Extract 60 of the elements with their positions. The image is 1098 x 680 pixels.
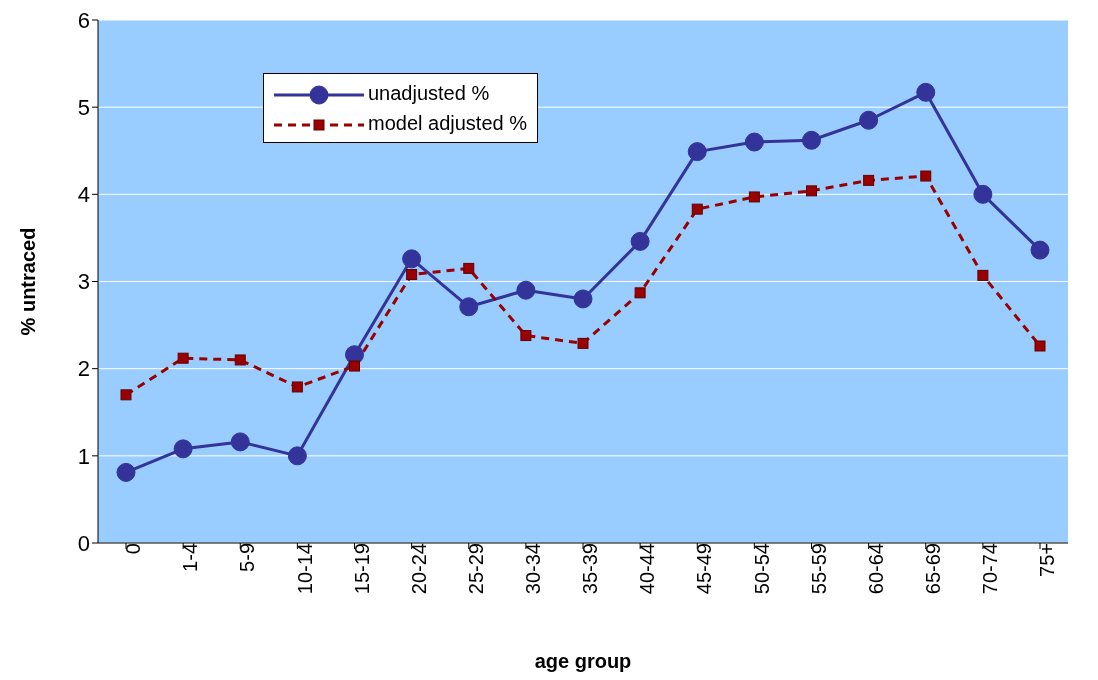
point [859, 110, 879, 130]
point [977, 269, 989, 281]
x-tick-label: 1-4 [179, 543, 202, 572]
x-tick-label: 10-14 [293, 543, 316, 595]
x-tick-label: 45-49 [693, 543, 716, 595]
point [916, 82, 936, 102]
point [973, 184, 993, 204]
point [630, 231, 650, 251]
point [691, 203, 703, 215]
y-tick-label: 6 [77, 7, 90, 33]
x-tick-label: 5-9 [236, 543, 259, 572]
point [577, 337, 589, 349]
point [230, 432, 250, 452]
point [573, 289, 593, 309]
x-tick-label: 0 [122, 543, 145, 555]
x-tick-label: 75+ [1036, 543, 1059, 577]
x-tick-label: 60-64 [864, 543, 887, 595]
point [177, 352, 189, 364]
legend-label: unadjusted % [367, 81, 491, 106]
point [1030, 240, 1050, 260]
point [463, 262, 475, 274]
legend-label: model adjusted % [367, 111, 527, 136]
y-axis-title: % untraced [17, 227, 40, 336]
x-tick-label: 15-19 [350, 543, 373, 595]
point [802, 130, 821, 150]
point [744, 132, 764, 152]
point [116, 462, 136, 482]
x-axis-title: age group [534, 650, 632, 672]
x-tick-label: 40-44 [636, 543, 659, 595]
y-tick-label: 5 [77, 94, 90, 120]
point [406, 269, 418, 281]
y-tick-label: 1 [77, 443, 90, 469]
point [687, 142, 707, 162]
y-tick-label: 4 [77, 182, 90, 208]
x-tick-label: 30-34 [522, 543, 545, 595]
point [120, 389, 132, 401]
y-tick-label: 3 [77, 269, 90, 295]
point [349, 360, 360, 372]
x-tick-label: 20-24 [407, 543, 430, 595]
point [920, 170, 932, 182]
point [173, 439, 193, 459]
x-tick-label: 70-74 [979, 543, 1002, 595]
point [1034, 340, 1046, 352]
point [291, 381, 303, 393]
x-tick-label: 50-54 [750, 543, 773, 595]
x-tick-label: 65-69 [921, 543, 944, 595]
point [287, 446, 307, 466]
x-tick-label: 25-29 [464, 543, 487, 595]
point [516, 280, 536, 300]
x-tick-label: 35-39 [579, 543, 602, 595]
point [459, 297, 479, 317]
y-tick-label: 2 [77, 356, 90, 382]
point [748, 191, 760, 203]
x-tick-label: 55-59 [807, 543, 830, 595]
point [806, 185, 817, 197]
point [402, 249, 422, 269]
point [863, 174, 875, 186]
point [634, 287, 646, 299]
point [234, 354, 246, 366]
point [520, 330, 532, 342]
